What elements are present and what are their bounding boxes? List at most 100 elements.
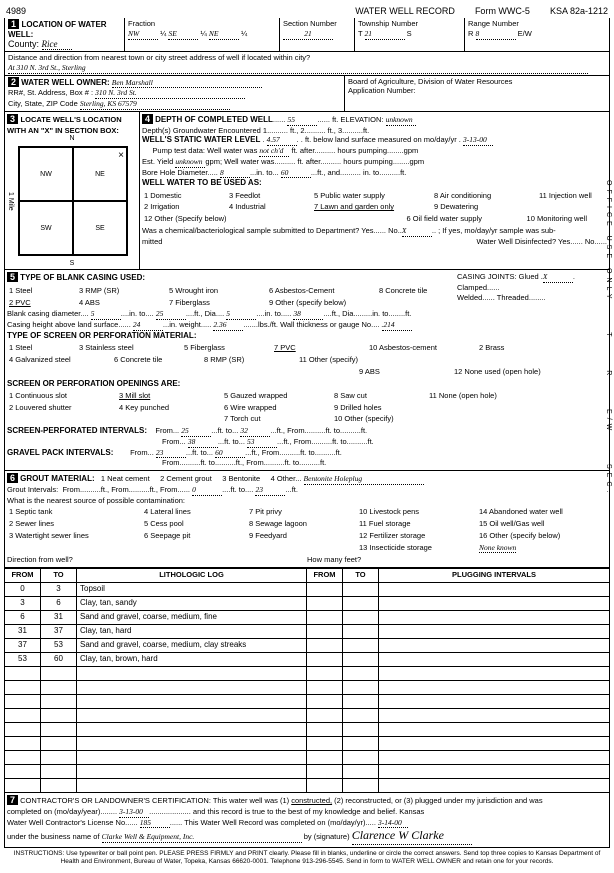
- sw: SW: [40, 225, 51, 232]
- gi-ft-to2: ft., From: [150, 485, 178, 494]
- twp-s: S: [407, 29, 412, 38]
- chem-lbl: Was a chemical/bacteriological sample su…: [142, 226, 374, 235]
- sec3-lbl: LOCATE WELL'S LOCATION WITH AN "X" IN SE…: [7, 115, 122, 135]
- depth-lbl: DEPTH OF COMPLETED WELL: [155, 115, 273, 124]
- disinfect-no: No: [585, 237, 595, 246]
- yield-aft: ft. after: [297, 157, 320, 166]
- sr7: 7 Pit privy: [249, 507, 349, 517]
- table-row: [5, 667, 610, 681]
- g4v: Bentonite Holeplug: [304, 474, 424, 485]
- signature: Clarence W Clarke: [352, 828, 472, 845]
- cert-txt2: (2) reconstructed, or (3) plugged under …: [334, 796, 542, 805]
- pft: ft. to: [325, 426, 340, 435]
- gi-to: ft. to: [230, 485, 245, 494]
- chem-txt: ; If yes, mo/day/yr sample was sub-: [438, 226, 556, 235]
- h-from2: FROM: [307, 569, 343, 583]
- table-row: [5, 695, 610, 709]
- loc-lbl: LOCATION OF WATER WELL:: [8, 20, 107, 39]
- township-lbl: Township Number: [358, 19, 418, 28]
- sr15: 15 Oil well/Gas well: [479, 519, 544, 529]
- sec6-num: 6: [7, 473, 18, 483]
- sec5-num: 5: [7, 272, 18, 282]
- table-row: [5, 681, 610, 695]
- form-title: WATER WELL RECORD: [355, 6, 455, 16]
- rec-lbl: This Water Well Record was completed on …: [184, 818, 365, 827]
- dia-ft3: ft.: [405, 309, 411, 318]
- o4: 4 Key punched: [119, 403, 214, 413]
- pump-hrs: hours pumping: [337, 146, 387, 155]
- p3t: 60: [215, 448, 245, 459]
- elev-lbl: ft. ELEVATION:: [332, 115, 383, 124]
- s8: 8 RMP (SR): [204, 355, 289, 365]
- perf-lbl: SCREEN-PERFORATED INTERVALS:: [7, 426, 147, 435]
- table-row: 631Sand and gravel, coarse, medium, fine: [5, 611, 610, 625]
- ht-lbl: Casing height above land surface: [7, 320, 118, 329]
- gi23: 23: [255, 485, 285, 496]
- joints-lbl: CASING JOINTS: Glued: [457, 272, 539, 281]
- dia-lbl: Blank casing diameter: [7, 309, 80, 318]
- table-row: 03Topsoil: [5, 583, 610, 597]
- f1: NW: [128, 29, 158, 40]
- gft3: ft. to: [285, 458, 300, 467]
- instructions: INSTRUCTIONS: Use typewriter or ball poi…: [4, 848, 610, 869]
- screen-lbl: TYPE OF SCREEN OR PERFORATION MATERIAL:: [7, 331, 196, 340]
- yield-lbl: Est. Yield: [142, 157, 173, 166]
- pump: not ch'd: [259, 146, 289, 157]
- c1: 1 Steel: [9, 286, 69, 296]
- section-box: NW NE× SW SE: [18, 146, 128, 256]
- dia-ft-lbl: ft., Dia.: [194, 309, 218, 318]
- g1: 1 Neat cement: [101, 474, 150, 483]
- p2t: 53: [247, 437, 277, 448]
- form-number: 4989: [6, 6, 26, 16]
- sr12: 12 Fertilizer storage: [359, 531, 469, 541]
- sr13: 13 Insecticide storage: [359, 543, 469, 554]
- o6: 6 Wire wrapped: [224, 403, 324, 413]
- open-lbl: SCREEN OR PERFORATION OPENINGS ARE:: [7, 379, 180, 388]
- pft2: ft.: [361, 426, 367, 435]
- twp-t: T: [358, 29, 362, 38]
- sec2-num: 2: [8, 77, 19, 87]
- f2: SE: [168, 29, 198, 40]
- county: Rice: [42, 39, 72, 50]
- sec7-num: 7: [7, 795, 18, 805]
- sr9: 9 Feedyard: [249, 531, 349, 541]
- dia-rest: ft., Dia.: [332, 309, 356, 318]
- h-plug: PLUGGING INTERVALS: [379, 569, 610, 583]
- dia-in3: in. to: [372, 309, 388, 318]
- gw1: 1: [263, 126, 267, 135]
- addr: 310 N. 3rd St.: [95, 88, 245, 99]
- ht: 24: [133, 320, 163, 331]
- gauge: .214: [382, 320, 412, 331]
- bore: 8: [220, 168, 250, 179]
- src-lbl: What is the nearest source of possible c…: [7, 496, 185, 505]
- p3f: 23: [156, 448, 186, 459]
- yield-txt: gpm; Well water was: [205, 157, 274, 166]
- range: 8: [476, 29, 516, 40]
- gft4: ft.: [320, 458, 326, 467]
- dia-ft2: 38: [293, 309, 323, 320]
- o8: 8 Saw cut: [334, 391, 419, 401]
- r-r: R: [468, 29, 473, 38]
- grav-lbl: GRAVEL PACK INTERVALS:: [7, 448, 113, 457]
- s5: 5 Fiberglass: [184, 343, 264, 353]
- side-office: OFFICE USE ONLY: [605, 180, 612, 303]
- gi-ft-to: ft., From: [101, 485, 129, 494]
- c2: 2 PVC: [9, 298, 69, 308]
- many: How many feet?: [307, 555, 607, 565]
- s1: 1 Steel: [9, 343, 69, 353]
- owner-lbl: WATER WELL OWNER:: [21, 78, 110, 87]
- table-row: 5360Clay, tan, brown, hard: [5, 653, 610, 667]
- s: S: [7, 260, 137, 267]
- o2: 2 Louvered shutter: [9, 403, 109, 413]
- s4: 4 Galvanized steel: [9, 355, 104, 365]
- bore-ft: 60: [281, 168, 311, 179]
- side-t: T: [605, 332, 612, 340]
- gft2: ft.: [336, 448, 342, 457]
- sec4-num: 4: [142, 114, 153, 124]
- gi-from: From: [62, 485, 80, 494]
- gf: From: [130, 448, 148, 457]
- s9: 9 ABS: [359, 367, 444, 377]
- dist-lbl: Distance and direction from nearest town…: [8, 53, 310, 62]
- bus: Clarke Well & Equipment, Inc.: [102, 832, 302, 843]
- pff: ft., From: [277, 426, 305, 435]
